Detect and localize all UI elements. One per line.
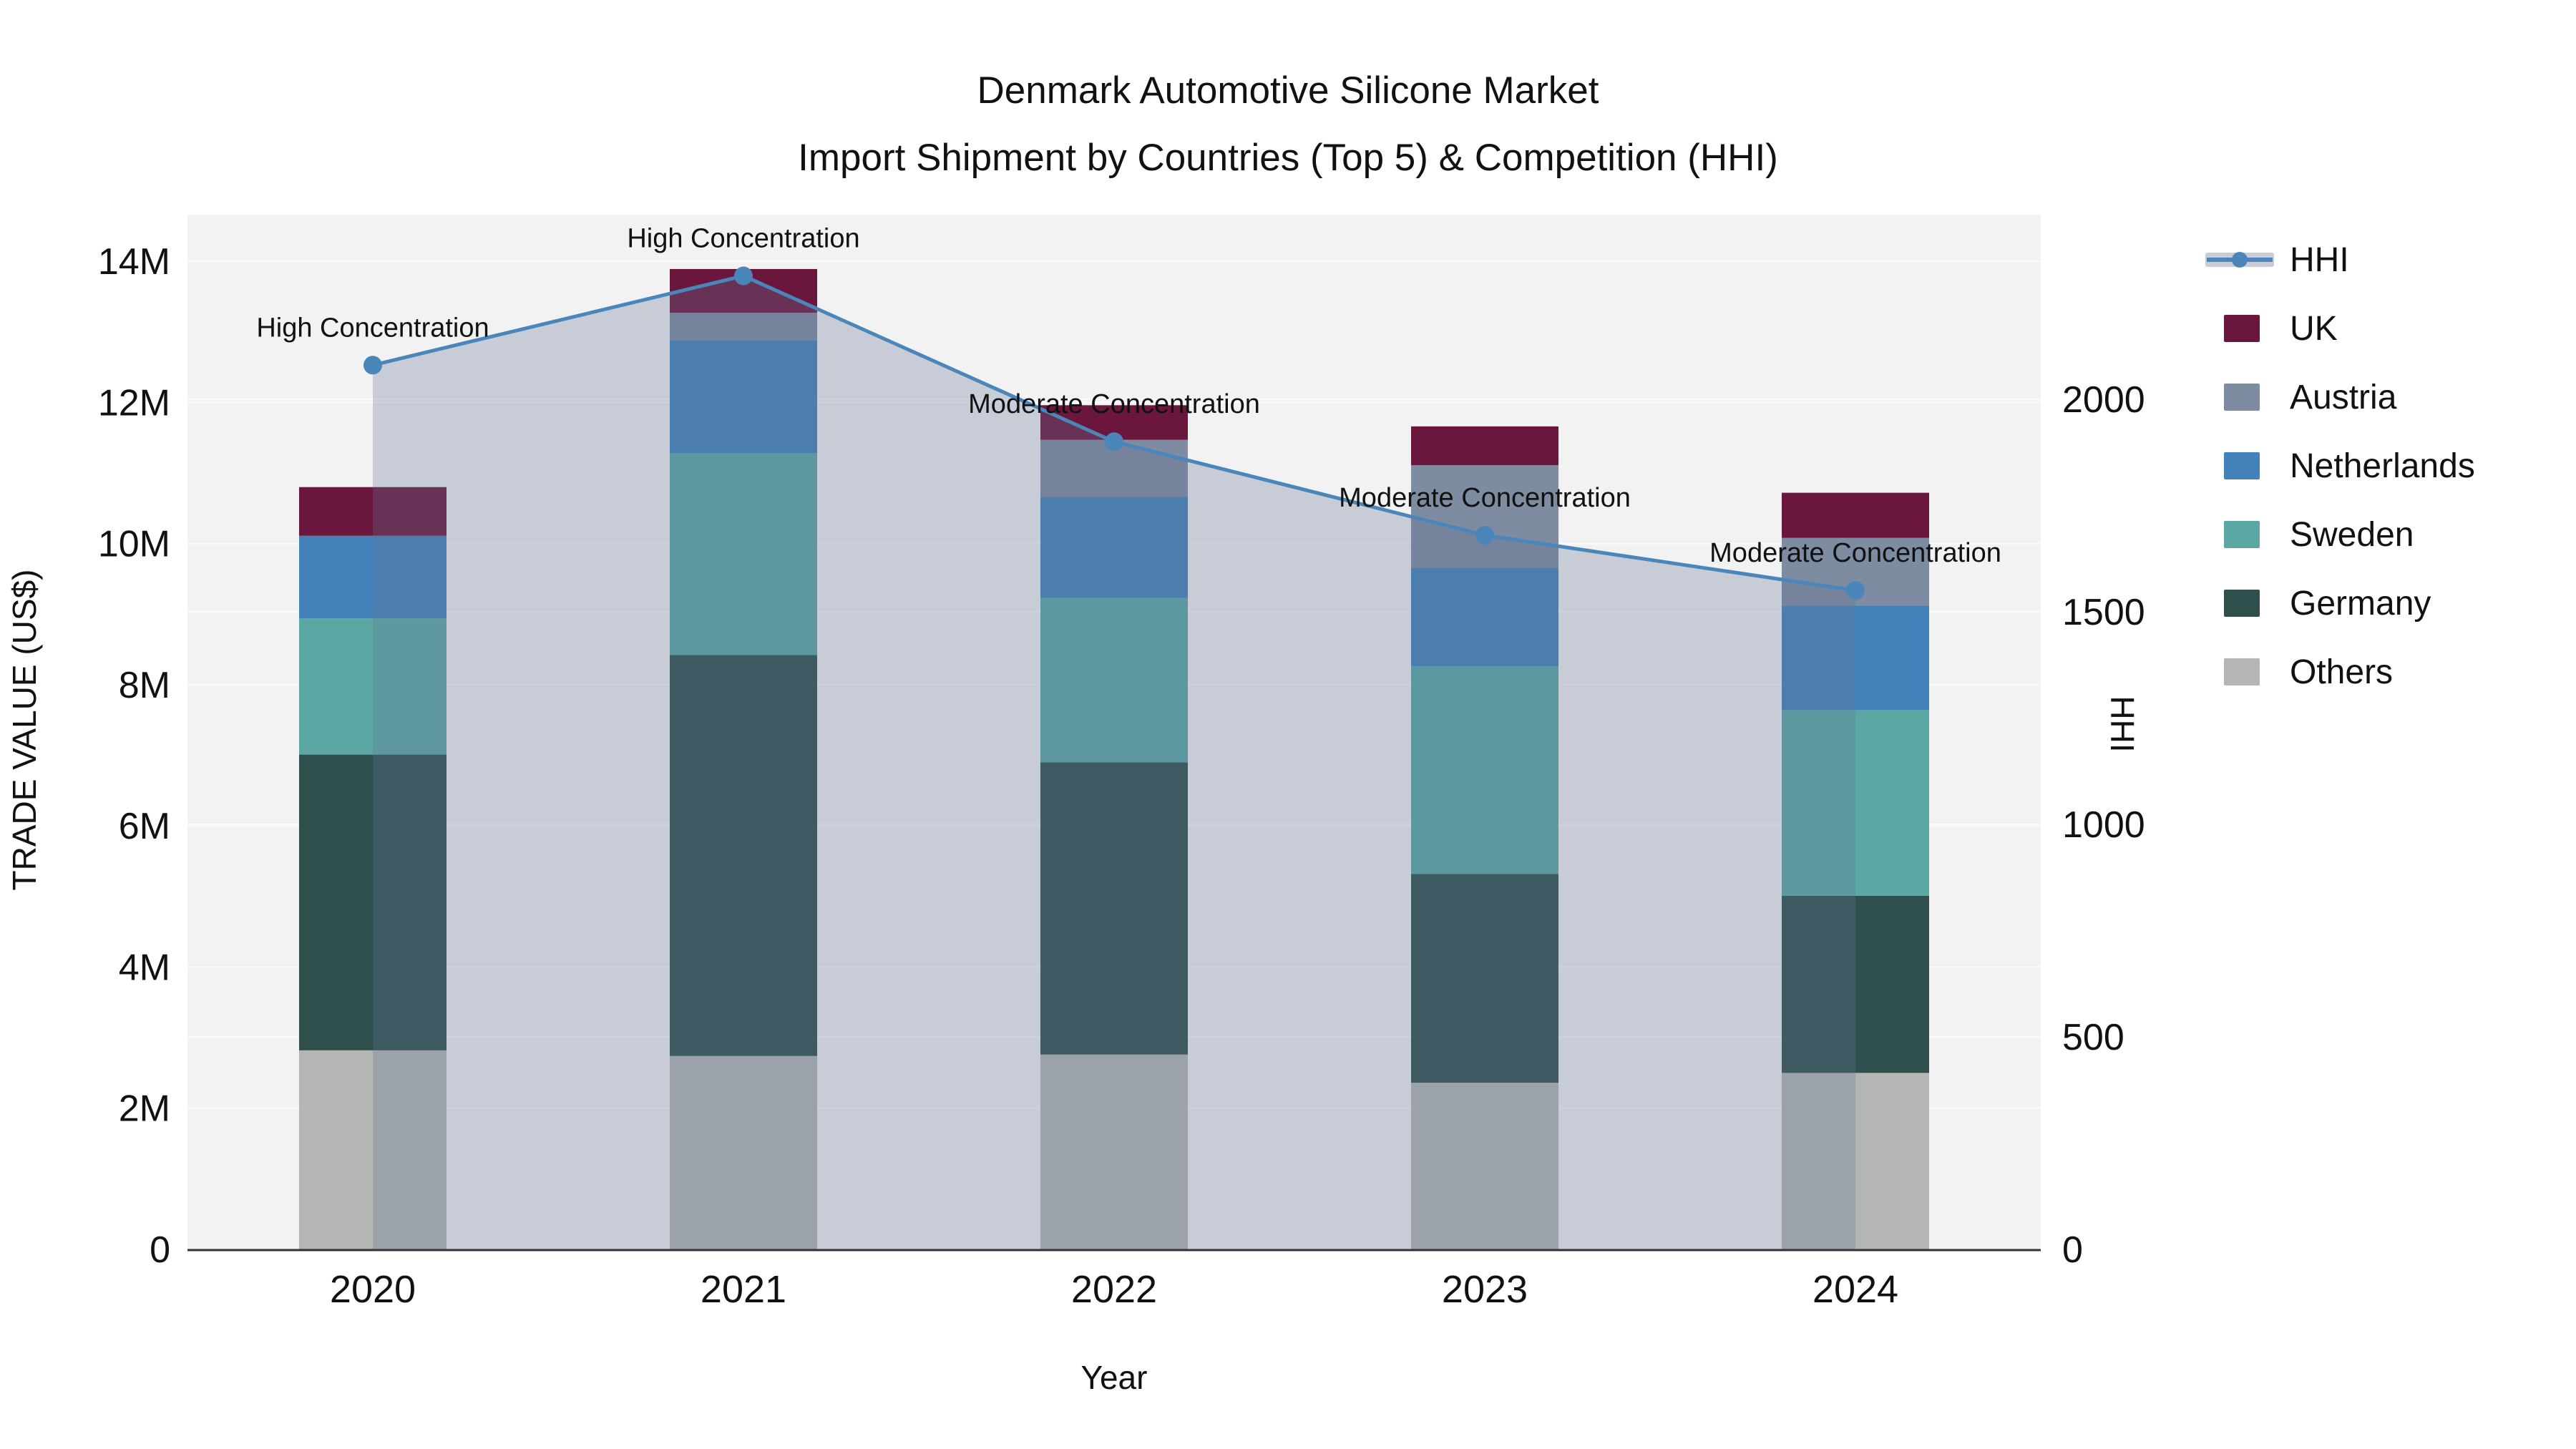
bar-segment-germany-2022	[1040, 762, 1188, 1055]
hhi-marker-2020	[364, 356, 382, 375]
x-axis-title: Year	[1080, 1359, 1148, 1396]
legend-item-uk[interactable]: UK	[2205, 306, 2475, 351]
hhi-marker-2023	[1475, 525, 1494, 545]
legend-label: Sweden	[2290, 515, 2414, 554]
bar-segment-uk-2023	[1411, 426, 1558, 466]
bar-segment-germany-2021	[670, 655, 817, 1056]
y-axis-title-left: TRADE VALUE (US$)	[6, 569, 43, 891]
legend-item-hhi[interactable]: HHI	[2205, 238, 2475, 282]
x-tick-2021: 2021	[701, 1268, 786, 1311]
legend-swatch-sweden	[2224, 521, 2260, 548]
bar-segment-germany-2024	[1782, 895, 1929, 1073]
legend-swatch-uk	[2224, 315, 2260, 342]
x-tick-2024: 2024	[1813, 1268, 1898, 1311]
legend-item-netherlands[interactable]: Netherlands	[2205, 444, 2475, 488]
y-axis-title-right: HHI	[2104, 696, 2141, 753]
legend-swatch-germany	[2224, 590, 2260, 617]
legend-item-others[interactable]: Others	[2205, 650, 2475, 694]
annotation-2024: Moderate Concentration	[1709, 538, 2001, 568]
legend-swatch-others	[2224, 658, 2260, 686]
y-left-tick: 6M	[119, 806, 170, 847]
hhi-area-fill	[373, 275, 1855, 1249]
bar-segment-sweden-2023	[1411, 666, 1558, 874]
legend-label: Austria	[2290, 378, 2397, 416]
y-left-tick: 2M	[119, 1088, 170, 1130]
legend-label: UK	[2290, 309, 2338, 348]
legend-label: Others	[2290, 653, 2394, 691]
bar-segment-sweden-2022	[1040, 597, 1188, 763]
bar-segment-sweden-2021	[670, 453, 817, 655]
bar-segment-uk-2020	[299, 487, 447, 536]
y-left-tick: 14M	[98, 241, 170, 283]
annotation-2022: Moderate Concentration	[968, 389, 1260, 419]
legend-label: Germany	[2290, 584, 2431, 623]
y-right-tick: 0	[2062, 1229, 2083, 1271]
bar-segment-netherlands-2021	[670, 340, 817, 454]
legend: HHI UK Austria Netherlands Sweden Germany Othe…	[2205, 238, 2475, 694]
bar-segment-netherlands-2020	[299, 535, 447, 619]
legend-item-germany[interactable]: Germany	[2205, 581, 2475, 625]
bar-segment-others-2020	[299, 1050, 447, 1249]
legend-swatch-austria	[2224, 384, 2260, 411]
bar-segment-netherlands-2023	[1411, 567, 1558, 667]
bar-segment-netherlands-2022	[1040, 497, 1188, 598]
bar-segment-others-2024	[1782, 1073, 1929, 1249]
annotation-2021: High Concentration	[627, 224, 859, 254]
bar-segment-others-2021	[670, 1055, 817, 1249]
x-tick-2023: 2023	[1442, 1268, 1528, 1311]
y-left-tick: 4M	[119, 947, 170, 988]
hhi-marker-2022	[1105, 432, 1123, 452]
chart-title: Denmark Automotive Silicone Market Impor…	[0, 57, 2576, 192]
bar-segment-others-2022	[1040, 1054, 1188, 1249]
bar-segment-others-2023	[1411, 1083, 1558, 1249]
bar-segment-austria-2021	[670, 313, 817, 341]
y-right-tick: 2000	[2062, 379, 2145, 421]
legend-label: Netherlands	[2290, 447, 2475, 485]
bar-segment-sweden-2024	[1782, 710, 1929, 896]
y-left-tick: 12M	[98, 382, 170, 424]
legend-label: HHI	[2290, 240, 2349, 279]
y-left-tick: 10M	[98, 524, 170, 565]
hhi-marker-2024	[1846, 581, 1865, 600]
bar-segment-germany-2023	[1411, 874, 1558, 1083]
bar-segment-germany-2020	[299, 754, 447, 1050]
chart-title-line1: Denmark Automotive Silicone Market	[977, 69, 1599, 112]
chart-title-line2: Import Shipment by Countries (Top 5) & C…	[798, 137, 1778, 179]
hhi-line-marker-icon	[2205, 244, 2274, 275]
y-right-tick: 1500	[2062, 592, 2145, 633]
legend-item-sweden[interactable]: Sweden	[2205, 512, 2475, 557]
x-tick-2020: 2020	[330, 1268, 416, 1311]
bar-segment-austria-2023	[1411, 465, 1558, 568]
y-left-tick: 0	[150, 1229, 170, 1271]
y-right-tick: 1000	[2062, 804, 2145, 846]
legend-swatch-netherlands	[2224, 452, 2260, 479]
annotation-2023: Moderate Concentration	[1339, 483, 1631, 513]
hhi-marker-2021	[734, 266, 753, 286]
x-tick-2022: 2022	[1071, 1268, 1157, 1311]
bar-segment-netherlands-2024	[1782, 605, 1929, 711]
y-left-tick: 8M	[119, 665, 170, 706]
y-right-tick: 500	[2062, 1017, 2124, 1058]
bar-segment-uk-2024	[1782, 492, 1929, 538]
annotation-2020: High Concentration	[256, 313, 489, 343]
bar-segment-sweden-2020	[299, 618, 447, 755]
legend-item-austria[interactable]: Austria	[2205, 375, 2475, 419]
